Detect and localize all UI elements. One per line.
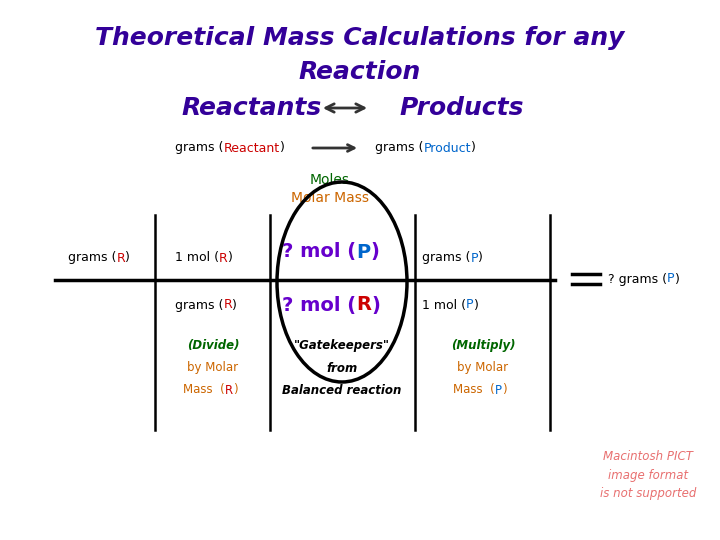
Text: R: R <box>223 299 232 312</box>
Text: 1 mol (: 1 mol ( <box>422 299 466 312</box>
Text: ): ) <box>228 252 233 265</box>
Text: P: P <box>470 252 478 265</box>
Text: Reactant: Reactant <box>223 141 279 154</box>
Text: Moles: Moles <box>310 173 350 187</box>
Text: "Gatekeepers": "Gatekeepers" <box>294 339 390 352</box>
Text: ? mol (: ? mol ( <box>282 242 356 261</box>
Text: grams (: grams ( <box>375 141 423 154</box>
Text: ): ) <box>675 273 680 286</box>
Text: by Molar: by Molar <box>457 361 508 375</box>
Text: Theoretical Mass Calculations for any: Theoretical Mass Calculations for any <box>95 26 625 50</box>
Text: (Divide): (Divide) <box>186 339 239 352</box>
Text: ): ) <box>125 252 130 265</box>
Text: ? mol (: ? mol ( <box>282 295 356 314</box>
Text: Product: Product <box>423 141 471 154</box>
Text: R: R <box>225 383 233 396</box>
Text: ): ) <box>233 383 238 396</box>
Text: ): ) <box>370 242 379 261</box>
Text: P: P <box>466 299 474 312</box>
Text: P: P <box>356 242 370 261</box>
Text: P: P <box>495 383 502 396</box>
Text: ? grams (: ? grams ( <box>608 273 667 286</box>
Text: Macintosh PICT
image format
is not supported: Macintosh PICT image format is not suppo… <box>600 450 696 500</box>
Text: Reactants: Reactants <box>182 96 322 120</box>
Text: ): ) <box>478 252 482 265</box>
Text: Reaction: Reaction <box>299 60 421 84</box>
Text: ): ) <box>232 299 237 312</box>
Text: Balanced reaction: Balanced reaction <box>282 383 402 396</box>
Text: by Molar: by Molar <box>187 361 238 375</box>
Text: Mass  (: Mass ( <box>453 383 495 396</box>
Text: P: P <box>667 273 675 286</box>
Text: ): ) <box>279 141 284 154</box>
Text: grams (: grams ( <box>422 252 470 265</box>
Text: grams (: grams ( <box>175 299 223 312</box>
Text: grams (: grams ( <box>175 141 223 154</box>
Text: Molar Mass: Molar Mass <box>291 191 369 205</box>
Text: ): ) <box>371 295 380 314</box>
Text: ): ) <box>474 299 478 312</box>
Text: (Multiply): (Multiply) <box>451 339 516 352</box>
Text: R: R <box>219 252 228 265</box>
Text: R: R <box>356 295 371 314</box>
Text: ): ) <box>502 383 506 396</box>
Text: R: R <box>117 252 125 265</box>
Text: ): ) <box>471 141 476 154</box>
Text: Products: Products <box>400 96 524 120</box>
Text: Mass  (: Mass ( <box>183 383 225 396</box>
Text: 1 mol (: 1 mol ( <box>175 252 219 265</box>
Text: grams (: grams ( <box>68 252 117 265</box>
Text: from: from <box>326 361 358 375</box>
